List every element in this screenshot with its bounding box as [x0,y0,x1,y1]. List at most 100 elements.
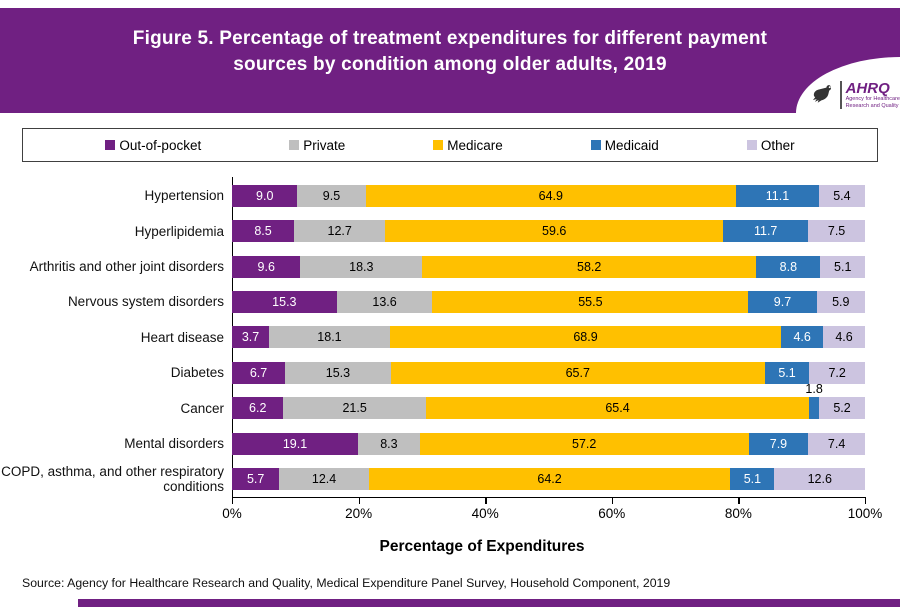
bar-segment-medicaid: 5.1 [730,468,775,491]
legend-item-out-of-pocket: Out-of-pocket [105,138,201,153]
bar-value-label: 7.4 [827,436,846,451]
bar-segment-medicaid: 1.8 [805,382,823,420]
tick-label-60: 60% [598,506,626,521]
bar-value-label: 5.9 [832,295,850,310]
bar-value-label: 11.7 [753,224,778,239]
bar-value-label: 5.1 [778,365,796,380]
category-label: Hyperlipidemia [134,223,224,239]
bar-segment-medicare: 59.6 [385,220,724,243]
bar-value-label: 8.5 [254,224,272,239]
x-axis-title: Percentage of Expenditures [379,538,585,555]
chart-row-copd-asthma-and-other-respiratory-conditions: COPD, asthma, and other respiratory cond… [0,462,900,497]
bar-segment-medicaid: 9.7 [748,291,817,314]
page-title-line1: Figure 5. Percentage of treatment expend… [132,28,768,49]
bar-segment-out-of-pocket: 19.1 [232,432,359,455]
logo-divider [839,81,842,109]
legend-label-private: Private [303,137,346,153]
bar-value-label: 68.9 [573,330,598,345]
bar-value-label: 7.2 [828,365,846,380]
category-label: Mental disorders [124,436,224,452]
legend-swatch-medicaid [590,140,601,150]
bar-segment-private: 15.3 [285,361,391,384]
legend-item-other: Other [746,138,795,153]
bar-segment-medicaid: 7.9 [748,432,809,455]
bar-value-label: 18.3 [349,259,374,274]
bar-value-label: 6.7 [249,365,268,380]
category-label: COPD, asthma, and other respiratory cond… [1,464,224,495]
legend-item-private: Private [289,138,345,153]
bar-segment-other: 5.4 [818,184,865,207]
page-title: Figure 5. Percentage of treatment expend… [0,8,900,78]
bar-segment-out-of-pocket: 9.0 [232,184,298,207]
bar-segment-other: 12.6 [774,468,865,491]
chart-row-arthritis-and-other-joint-disorders: Arthritis and other joint disorders 9.6 18… [0,249,900,284]
bar-stack: 6.2 21.5 65.4 1.8 5.2 [232,382,865,420]
tick-label-40: 40% [471,506,499,521]
bar-segment-private: 18.1 [269,326,390,349]
bar-segment-other: 7.5 [808,220,865,243]
tick-label-80: 80% [724,506,752,521]
bar-value-label: 1.8 [805,382,823,397]
legend-swatch-medicare [433,140,444,150]
x-axis-line [232,497,866,499]
bar-value-label: 5.7 [246,472,265,487]
bar-value-label: 13.6 [372,295,397,310]
ahrq-tagline-line2: Research and Quality [845,102,899,109]
bar-value-label: 65.4 [605,401,630,416]
bar-value-label: 6.2 [249,401,267,416]
bar-value-label: 9.7 [773,295,792,310]
bar-value-label: 18.1 [317,330,342,345]
bar-segment-private: 18.3 [300,255,423,278]
bar-value-label: 8.8 [779,259,798,274]
chart-row-mental-disorders: Mental disorders 19.1 8.3 57.2 7.9 7.4 [0,426,900,461]
bar-segment-medicare: 64.2 [368,468,731,491]
bar-value-label: 11.1 [765,188,790,203]
bar-segment-out-of-pocket: 5.7 [232,468,280,491]
bar-stack: 5.7 12.4 64.2 5.1 12.6 [232,468,865,491]
bar-segment-private: 12.4 [279,468,369,491]
bar-value-label: 59.6 [542,224,567,239]
chart-row-diabetes: Diabetes 6.7 15.3 65.7 5.1 7.2 [0,355,900,390]
category-label: Cancer [180,400,224,416]
category-label: Hypertension [144,188,224,204]
tick-label-0: 0% [222,506,242,521]
bar-segment-out-of-pocket: 8.5 [232,220,295,243]
bar-segment-medicare: 65.4 [425,397,810,420]
bar-segment-medicare: 64.9 [365,184,737,207]
tick-label-100: 100% [847,506,883,521]
bar-value-label: 55.5 [578,295,603,310]
bar-value-label: 5.1 [834,259,852,274]
ahrq-acronym: AHRQ [845,80,890,97]
bar-segment-out-of-pocket: 15.3 [232,291,337,314]
x-axis-tick [611,497,614,504]
bar-segment-medicaid: 11.7 [723,220,809,243]
bar-value-label: 8.3 [380,436,398,451]
bar-stack: 19.1 8.3 57.2 7.9 7.4 [232,432,865,455]
bar-value-label: 3.7 [241,330,260,345]
category-label: Diabetes [170,365,224,381]
legend-swatch-out-of-pocket [105,140,116,150]
hhs-eagle-icon [812,85,831,103]
bar-value-label: 19.1 [282,436,308,451]
bar-segment-out-of-pocket: 9.6 [232,255,301,278]
bar-value-label: 64.9 [538,188,563,203]
x-axis-tick [865,497,867,504]
x-axis-tick [358,497,360,504]
page-title-line2: sources by condition among older adults,… [233,54,667,75]
bar-segment-medicare: 58.2 [422,255,757,278]
ahrq-tagline-line1: Agency for Healthcare [845,96,900,102]
bar-value-label: 64.2 [537,472,562,487]
bar-segment-private: 21.5 [283,397,426,420]
bar-value-label: 9.6 [257,259,275,274]
bar-value-label: 65.7 [565,365,590,380]
bar-segment-medicare: 55.5 [432,291,749,314]
bar-stack: 6.7 15.3 65.7 5.1 7.2 [232,361,865,384]
legend-swatch-private [289,140,300,150]
bar-segment-medicaid: 5.1 [764,361,810,384]
legend-item-medicaid: Medicaid [590,137,659,153]
source-note: Source: Agency for Healthcare Research a… [22,576,671,590]
legend-label-medicaid: Medicaid [604,137,659,153]
chart-row-heart-disease: Heart disease 3.7 18.1 68.9 4.6 4.6 [0,320,900,355]
bar-value-label: 9.5 [322,188,341,203]
chart-rows: Hypertension 9.0 9.5 64.9 11.1 5.4 Hyperlipide… [0,178,900,497]
